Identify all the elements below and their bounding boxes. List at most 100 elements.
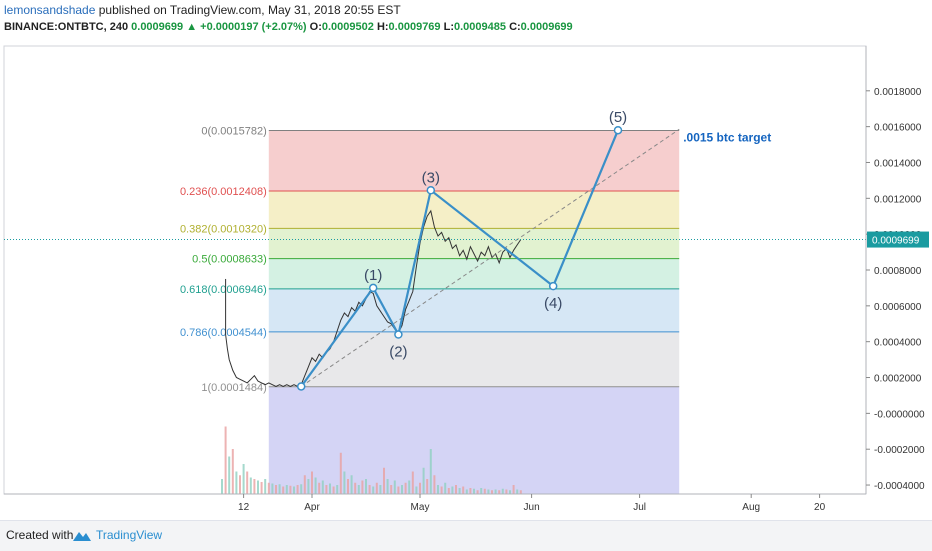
fib-band	[268, 130, 680, 192]
low-value: 0.0009485	[454, 21, 506, 33]
fib-level-label: 1(0.0001484)	[201, 382, 266, 394]
y-tick-label: 0.0008000	[874, 266, 922, 277]
volume-bar	[267, 482, 270, 494]
open-label: O:	[309, 21, 322, 33]
volume-bar	[476, 490, 479, 494]
wave-label: (2)	[389, 344, 407, 361]
volume-bar	[415, 486, 418, 494]
volume-bar	[469, 488, 472, 494]
price-series	[225, 209, 522, 388]
volume-bar	[372, 486, 375, 494]
y-tick-label: 0.0004000	[874, 338, 922, 349]
fib-level-label: 0.618(0.0006946)	[180, 284, 267, 296]
volume-bar	[408, 480, 411, 494]
volume-bar	[480, 488, 483, 494]
x-tick-label: Apr	[304, 502, 320, 513]
volume-bar	[365, 479, 367, 494]
volume-bar	[285, 485, 288, 494]
y-tick-label: -0.0000000	[874, 409, 925, 420]
wave-point	[613, 125, 623, 135]
x-tick-label: Jun	[524, 502, 540, 513]
fib-level-label: 0.786(0.0004544)	[180, 327, 267, 339]
volume-bar	[318, 482, 321, 494]
wave-point	[296, 382, 306, 391]
price-tag	[867, 231, 929, 248]
volume-bar	[451, 486, 454, 494]
volume-bar	[401, 485, 403, 494]
volume-bar	[354, 482, 357, 494]
trend-dashed-line	[300, 128, 680, 387]
volume-bar	[228, 456, 231, 494]
wave-label: (5)	[609, 109, 627, 126]
volume-bar	[379, 485, 382, 494]
x-tick-label: Aug	[742, 502, 760, 513]
high-label: H:	[376, 21, 389, 33]
volume-bar	[264, 479, 267, 494]
y-tick-label: 0.0002000	[874, 374, 922, 385]
volume-bar	[235, 471, 238, 494]
x-tick-label: May	[411, 502, 430, 513]
open-value: 0.0009502	[321, 21, 374, 33]
volume-bar	[419, 482, 421, 494]
created-with-text: Created with	[6, 528, 74, 542]
wave-label: (4)	[544, 295, 562, 312]
fib-level-label: 0.5(0.0008633)	[192, 254, 267, 266]
volume-bar	[242, 464, 245, 494]
volume-bar	[487, 489, 490, 494]
volume-bar	[383, 467, 385, 494]
fib-level-label: 0.382(0.0010320)	[180, 223, 267, 235]
fib-level-label: 0(0.0015782)	[201, 126, 266, 138]
volume-bar	[397, 486, 400, 494]
wave-label: (3)	[422, 169, 440, 186]
wave-point	[368, 283, 378, 293]
volume-bar	[516, 489, 519, 494]
fib-band	[268, 331, 680, 387]
volume-bar	[447, 488, 450, 494]
y-tick-label: -0.0004000	[874, 481, 925, 492]
volume-bar	[300, 484, 303, 494]
volume-bar	[509, 490, 511, 494]
volume-bar	[282, 486, 285, 494]
symbol-line: BINANCE:ONTBTC, 240 0.0009699 ▲ +0.00001…	[4, 21, 573, 33]
price-chart[interactable]: 0(0.0015782) 0.236(0.0012408) 0.382(0.0010…	[0, 0, 932, 520]
x-tick-label: 12	[238, 502, 250, 513]
volume-bar	[221, 479, 223, 494]
volume-bar	[483, 488, 486, 494]
volume-bar	[289, 485, 292, 494]
fib-band	[268, 288, 680, 332]
volume-bar	[332, 486, 335, 494]
volume-bar	[519, 490, 522, 494]
fib-band	[268, 386, 680, 494]
publish-line: lemonsandshade published on TradingView.…	[4, 3, 401, 17]
wave-point	[548, 281, 558, 291]
volume-bar	[224, 426, 227, 494]
volume-bar	[498, 490, 501, 494]
y-tick-label: 0.0012000	[874, 194, 922, 205]
y-tick-label: 0.0006000	[874, 302, 922, 313]
tradingview-logo-icon	[73, 532, 91, 541]
volume-bar	[343, 471, 346, 494]
volume-bar	[311, 471, 313, 494]
volume-bar	[239, 475, 241, 494]
close-value: 0.0009699	[520, 21, 573, 33]
volume-bar	[390, 485, 393, 494]
elliott-wave-line	[300, 129, 620, 388]
wave-point	[394, 330, 403, 339]
tradingview-link[interactable]: TradingView	[96, 528, 163, 542]
volume-bar	[404, 482, 407, 494]
volume-bar	[275, 485, 277, 494]
volume-bar	[347, 479, 349, 494]
volume-bar	[293, 486, 295, 494]
author-link[interactable]: lemonsandshade	[4, 3, 96, 17]
volume-bar	[501, 488, 504, 494]
volume-bar	[321, 480, 324, 494]
target-annotation: .0015 btc target	[683, 131, 771, 145]
volume-bar	[455, 485, 457, 494]
volume-bar	[368, 485, 371, 494]
volume-bar	[314, 477, 317, 494]
y-tick-label: 0.0018000	[874, 87, 922, 98]
volume-bar	[361, 480, 364, 494]
volume-bar	[386, 479, 389, 494]
price-tag-label: 0.0009699	[872, 236, 920, 247]
volume-bar	[303, 475, 306, 494]
